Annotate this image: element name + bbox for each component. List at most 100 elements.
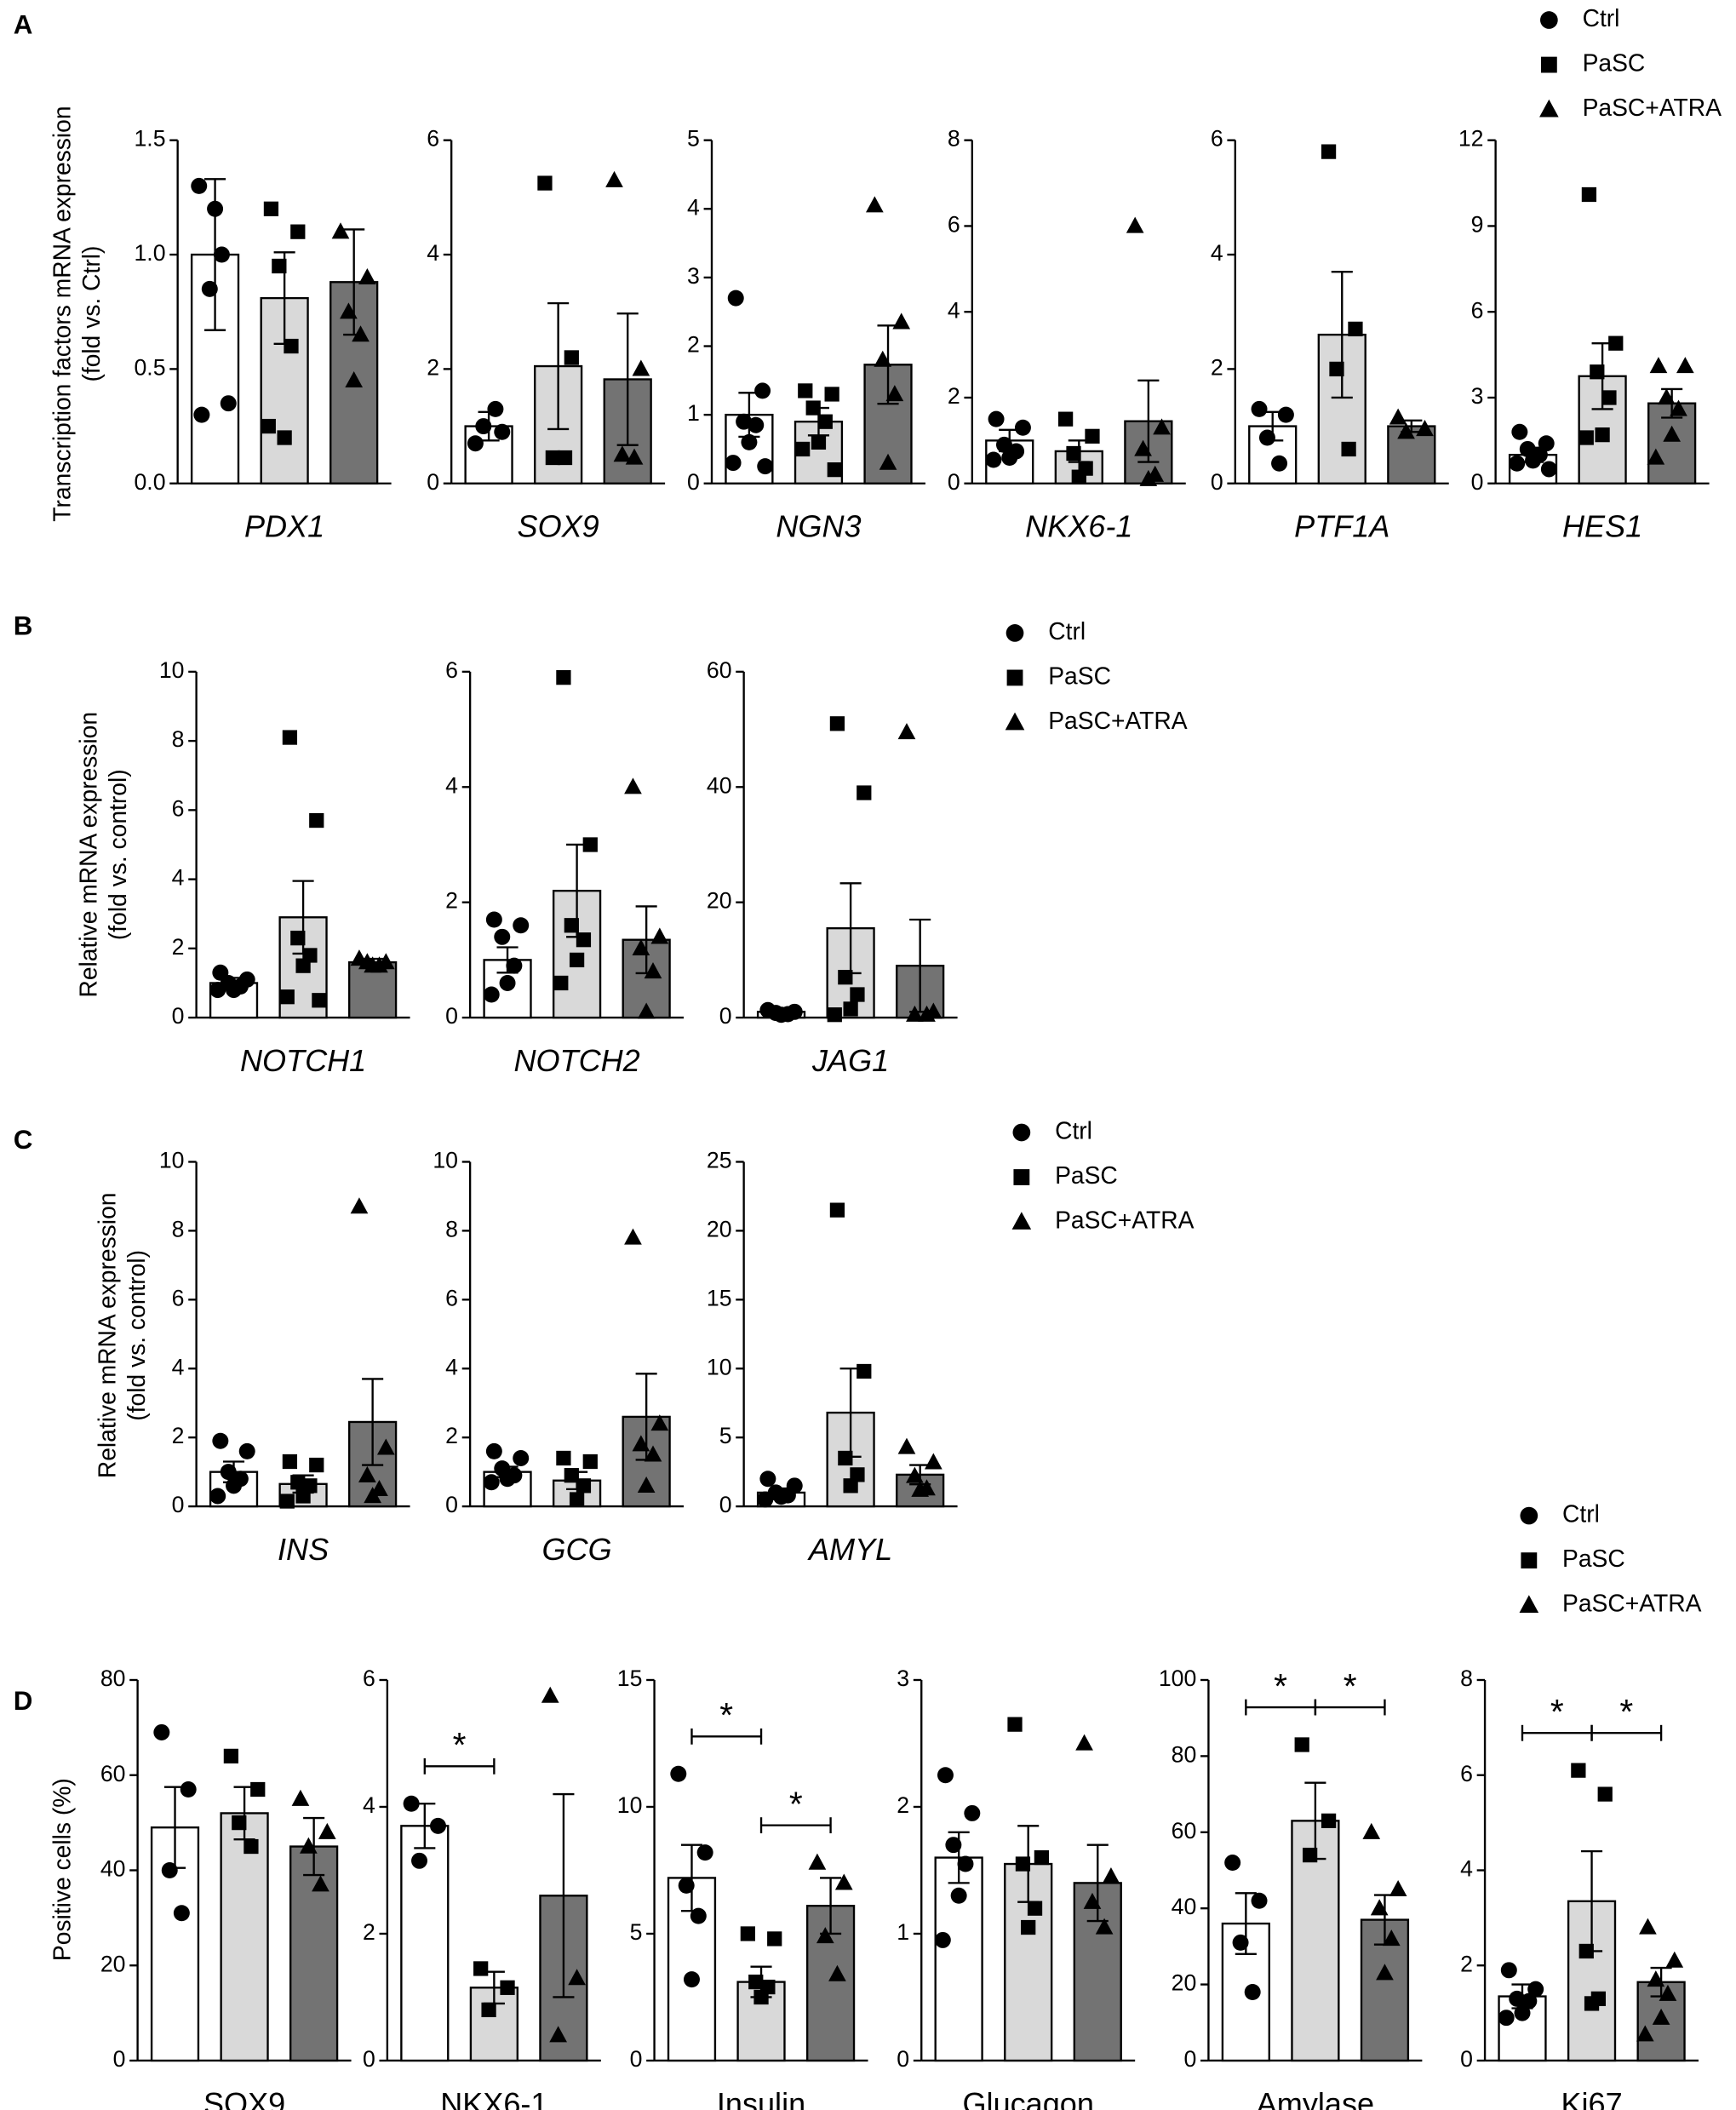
point xyxy=(1341,441,1356,457)
x-axis-label: NGN3 xyxy=(776,509,861,544)
y-tick-label: 0 xyxy=(172,1003,185,1029)
legend-label: PaSC+ATRA xyxy=(1583,94,1722,121)
point xyxy=(924,1453,942,1470)
point xyxy=(1500,1962,1517,1979)
point xyxy=(1126,216,1144,233)
point xyxy=(318,1822,336,1839)
point xyxy=(1294,1737,1309,1752)
legend-label: Ctrl xyxy=(1562,1500,1600,1528)
legend-marker xyxy=(1011,1212,1032,1230)
legend-marker xyxy=(1521,1552,1538,1569)
point xyxy=(740,1926,755,1941)
point xyxy=(918,1005,936,1022)
point xyxy=(250,1781,266,1798)
point xyxy=(411,1852,428,1869)
point xyxy=(1578,430,1594,445)
point xyxy=(798,383,813,398)
point xyxy=(1601,390,1617,405)
y-tick-label: 4 xyxy=(445,1354,458,1379)
point xyxy=(829,1202,845,1218)
point xyxy=(350,1197,369,1214)
panel-label: A xyxy=(14,10,33,40)
legend-label: PaSC+ATRA xyxy=(1048,707,1188,734)
point xyxy=(824,387,839,402)
point xyxy=(1027,1901,1043,1916)
point xyxy=(1595,427,1610,443)
point xyxy=(243,1838,259,1855)
point xyxy=(1647,1970,1665,1987)
point xyxy=(678,1877,695,1894)
point xyxy=(1676,357,1694,374)
point xyxy=(564,1468,579,1483)
point xyxy=(161,1861,178,1878)
point xyxy=(513,917,530,934)
point xyxy=(1057,411,1074,427)
point xyxy=(795,441,811,457)
point xyxy=(312,1875,329,1892)
x-axis-label: Ki67 xyxy=(1561,2086,1622,2110)
legend-marker xyxy=(1005,712,1025,731)
point xyxy=(748,1974,764,1990)
point xyxy=(1636,2025,1654,2042)
y-tick-label: 6 xyxy=(1211,126,1223,152)
point xyxy=(1085,428,1100,444)
y-tick-label: 0 xyxy=(445,1003,458,1029)
y-tick-label: 5 xyxy=(687,126,700,152)
point xyxy=(988,410,1005,427)
y-tick-label: 20 xyxy=(707,1216,732,1241)
point xyxy=(1370,1899,1389,1916)
y-tick-label: 4 xyxy=(172,865,185,891)
y-tick-label: 6 xyxy=(1471,297,1484,323)
point xyxy=(906,1005,924,1022)
point xyxy=(827,462,842,478)
point xyxy=(906,1466,924,1483)
y-tick-label: 6 xyxy=(445,1285,458,1310)
y-tick-label: 20 xyxy=(1172,1970,1197,1996)
point xyxy=(1658,388,1676,405)
point xyxy=(483,1474,500,1491)
point xyxy=(226,1477,243,1494)
y-tick-label: 2 xyxy=(445,1423,458,1448)
legend-label: PaSC+ATRA xyxy=(1562,1590,1702,1617)
point xyxy=(290,931,306,946)
legend-label: PaSC+ATRA xyxy=(1055,1206,1195,1233)
point xyxy=(843,1001,858,1017)
y-tick-label: 8 xyxy=(172,1216,185,1241)
y-tick-label: 2 xyxy=(1460,1951,1473,1976)
point xyxy=(934,1931,951,1948)
y-tick-label: 15 xyxy=(707,1285,732,1310)
y-tick-label: 20 xyxy=(707,888,732,914)
x-axis-label: NKX6-1 xyxy=(1025,509,1132,544)
y-tick-label: 8 xyxy=(948,126,960,152)
y-tick-label: 5 xyxy=(719,1423,732,1448)
point xyxy=(805,400,821,416)
x-axis-label: NOTCH2 xyxy=(513,1043,639,1078)
point xyxy=(632,359,650,376)
point xyxy=(499,974,516,991)
point xyxy=(1134,439,1152,456)
point xyxy=(1244,1984,1261,2001)
y-tick-label: 6 xyxy=(1460,1761,1473,1786)
x-axis-label: SOX9 xyxy=(203,2086,285,2110)
point xyxy=(220,395,237,412)
point xyxy=(1670,399,1687,416)
point xyxy=(1397,422,1415,439)
point xyxy=(295,958,311,973)
x-axis-label: Amylase xyxy=(1257,2086,1374,2110)
point xyxy=(261,418,276,434)
point xyxy=(1649,357,1668,374)
point xyxy=(1102,1867,1120,1884)
y-tick-label: 60 xyxy=(100,1761,126,1786)
point xyxy=(957,1855,974,1872)
point xyxy=(173,1905,190,1922)
y-axis-label: Relative mRNA expression (fold vs. contro… xyxy=(75,712,132,998)
point xyxy=(637,1476,656,1493)
y-tick-label: 8 xyxy=(445,1216,458,1241)
point xyxy=(537,175,553,191)
sig-label: * xyxy=(789,1784,803,1823)
point xyxy=(1302,1847,1318,1863)
point xyxy=(650,1414,669,1431)
point xyxy=(582,1453,598,1470)
y-axis-label: Relative mRNA expression (fold vs. contro… xyxy=(94,1193,151,1479)
y-tick-label: 0 xyxy=(687,469,700,495)
